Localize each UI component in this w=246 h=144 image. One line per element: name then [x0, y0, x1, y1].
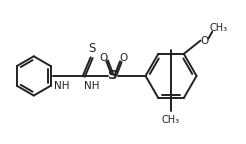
- Text: S: S: [88, 42, 95, 55]
- Text: O: O: [119, 53, 127, 63]
- Text: NH: NH: [84, 81, 100, 91]
- Text: S: S: [108, 69, 118, 82]
- Text: NH: NH: [54, 81, 70, 91]
- Text: CH₃: CH₃: [209, 23, 227, 33]
- Text: O: O: [200, 36, 209, 46]
- Text: O: O: [99, 53, 108, 63]
- Text: CH₃: CH₃: [162, 115, 180, 125]
